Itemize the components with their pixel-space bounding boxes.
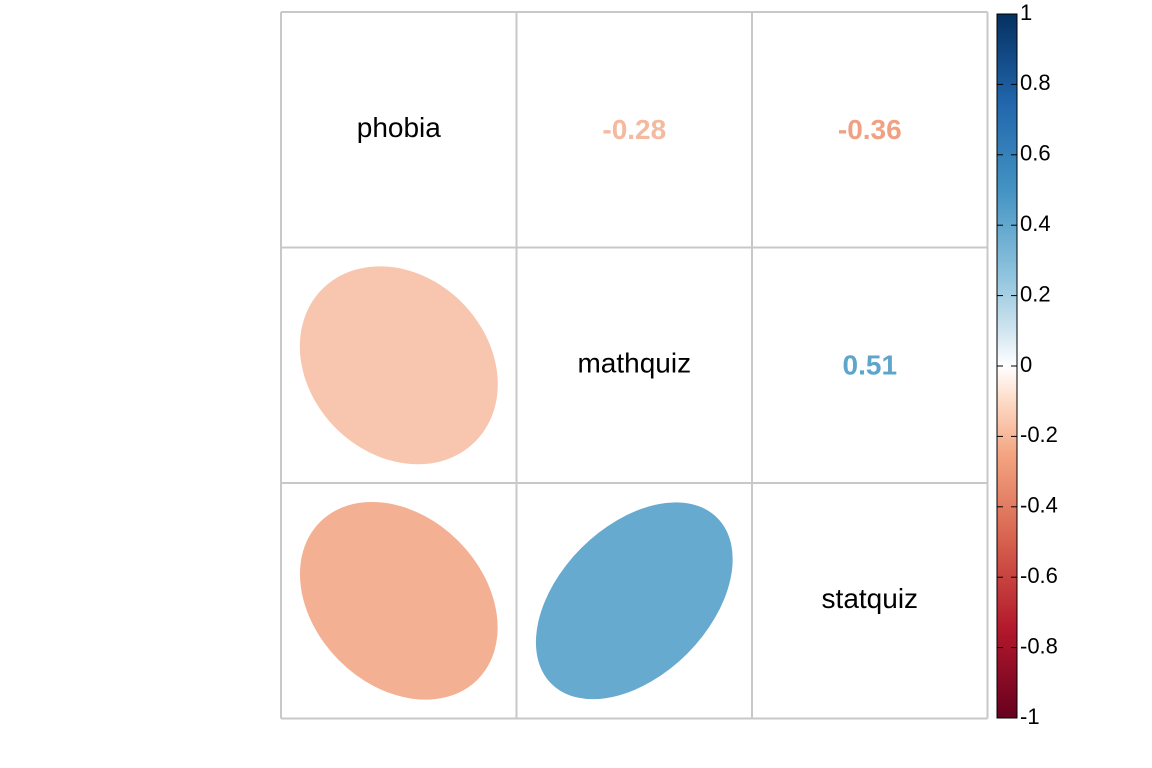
correlation-ellipse-1-0: [299, 266, 498, 465]
correlation-ellipse-2-0: [299, 501, 498, 700]
colorbar-tick-label: -0.4: [1020, 493, 1058, 518]
variable-label-phobia: phobia: [357, 112, 442, 143]
colorbar-tick-label: 0.6: [1020, 141, 1051, 166]
colorbar-tick-label: -0.6: [1020, 563, 1058, 588]
variable-label-statquiz: statquiz: [822, 583, 919, 614]
colorbar-tick-label: 1: [1020, 0, 1032, 25]
colorbar-tick-label: 0.8: [1020, 70, 1051, 95]
colorbar-tick-label: -0.2: [1020, 422, 1058, 447]
ellipse-cells: [299, 266, 733, 700]
coefficient-label-0-2: -0.36: [838, 114, 902, 145]
colorbar-tick-label: -0.8: [1020, 633, 1058, 658]
matrix-labels: phobia mathquiz statquiz -0.28 -0.36 0.51: [357, 112, 918, 614]
coefficient-label-0-1: -0.28: [602, 114, 666, 145]
variable-label-mathquiz: mathquiz: [577, 348, 691, 379]
colorbar-tick-label: -1: [1020, 704, 1040, 729]
colorbar-tick-label: 0.4: [1020, 211, 1051, 236]
coefficient-label-1-2: 0.51: [843, 350, 898, 381]
matrix-grid: [280, 11, 989, 720]
colorbar-tick-label: 0.2: [1020, 281, 1051, 306]
colorbar-tick-label: 0: [1020, 352, 1032, 377]
colorbar: 1 0.8 0.6 0.4 0.2 0 -0.2 -0.4 -0.6 -0.8 -1: [996, 0, 1058, 729]
correlation-ellipse-2-1: [535, 502, 733, 700]
